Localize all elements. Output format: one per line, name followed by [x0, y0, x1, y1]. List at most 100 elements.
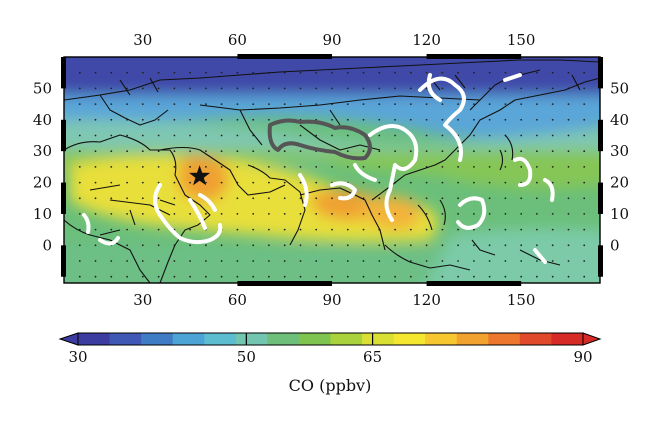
frame-bar: [61, 57, 66, 89]
grid-dot: [268, 197, 270, 200]
x-tick-label-top: 30: [133, 31, 152, 49]
x-tick-label-bottom: 120: [412, 291, 441, 309]
grid-dot: [409, 71, 412, 74]
grid-dot: [425, 103, 428, 105]
grid-dot: [94, 118, 97, 121]
grid-dot: [583, 166, 586, 168]
grid-dot: [157, 228, 160, 231]
grid-dot: [346, 150, 349, 153]
grid-dot: [488, 71, 491, 74]
grid-dot: [473, 260, 475, 262]
frame-bar: [598, 245, 603, 277]
grid-dot: [126, 260, 128, 262]
grid-dot: [441, 71, 444, 74]
colorbar-segment: [393, 333, 426, 345]
grid-dot: [173, 275, 176, 278]
grid-dot: [378, 181, 381, 184]
grid-dot: [567, 166, 570, 168]
grid-dot: [78, 87, 81, 90]
grid-dot: [78, 118, 81, 121]
x-tick-label-bottom: 30: [133, 291, 152, 309]
grid-dot: [362, 181, 365, 184]
x-tick-label-top: 120: [412, 31, 441, 49]
grid-dot: [394, 197, 396, 200]
grid-dot: [331, 228, 333, 231]
grid-dot: [504, 181, 507, 184]
grid-dot: [441, 181, 444, 184]
grid-dot: [536, 150, 538, 153]
grid-dot: [520, 134, 523, 137]
grid-dot: [504, 71, 507, 74]
grid-dot: [110, 275, 113, 278]
grid-dot: [331, 260, 333, 262]
grid-dot: [141, 134, 144, 137]
grid-dot: [362, 71, 365, 74]
grid-dot: [394, 118, 396, 121]
grid-dot: [110, 71, 113, 74]
grid-dot: [536, 87, 538, 90]
grid-dot: [220, 87, 223, 90]
y-tick-label-left: 10: [33, 205, 52, 223]
grid-dot: [425, 134, 428, 137]
grid-dot: [220, 166, 223, 168]
source-star-marker: [189, 165, 211, 186]
grid-dot: [457, 71, 459, 74]
grid-dot: [457, 244, 459, 247]
grid-dot: [473, 134, 475, 137]
grid-dot: [457, 228, 459, 231]
frame-bar: [426, 281, 522, 286]
grid-dot: [425, 244, 428, 247]
grid-dot: [378, 213, 381, 215]
grid-dot: [346, 260, 349, 262]
grid-dot: [315, 71, 318, 74]
grid-dot: [504, 244, 507, 247]
grid-dot: [157, 181, 160, 184]
grid-dot: [78, 244, 81, 247]
grid-dot: [488, 244, 491, 247]
grid-dot: [205, 103, 207, 105]
colorbar: 30 50 65 90 CO (ppbv): [58, 332, 602, 395]
grid-dot: [157, 260, 160, 262]
frame-bar: [61, 182, 66, 214]
grid-dot: [173, 166, 176, 168]
grid-dot: [299, 87, 302, 90]
grid-dot: [157, 150, 160, 153]
grid-dot: [78, 150, 81, 153]
grid-dot: [268, 118, 270, 121]
y-tick-label-right: 50: [610, 79, 629, 97]
grid-dot: [189, 118, 192, 121]
grid-dot: [409, 275, 412, 278]
frame-bar: [598, 182, 603, 214]
grid-dot: [409, 197, 412, 200]
grid-dot: [473, 213, 475, 215]
colorbar-tick-label: 65: [363, 348, 382, 366]
grid-dot: [457, 260, 459, 262]
grid-dot: [536, 228, 538, 231]
grid-dot: [409, 228, 412, 231]
grid-dot: [551, 103, 554, 105]
grid-dot: [331, 197, 333, 200]
grid-dot: [236, 260, 239, 262]
grid-dot: [189, 213, 192, 215]
x-tick-label-bottom: 90: [322, 291, 341, 309]
colorbar-segments: [78, 333, 584, 345]
grid-dot: [315, 134, 318, 137]
co-field: [64, 57, 600, 283]
grid-dot: [551, 71, 554, 74]
colorbar-segment: [362, 333, 395, 345]
grid-dot: [173, 197, 176, 200]
grid-dot: [520, 213, 523, 215]
grid-dot: [362, 87, 365, 90]
grid-dot: [205, 87, 207, 90]
grid-dot: [551, 150, 554, 153]
grid-dot: [504, 275, 507, 278]
grid-dot: [378, 71, 381, 74]
grid-dot: [252, 87, 255, 90]
colorbar-tick-label: 90: [573, 348, 592, 366]
grid-dot: [488, 213, 491, 215]
grid-dot: [520, 166, 523, 168]
grid-dot: [394, 228, 396, 231]
grid-dot: [378, 275, 381, 278]
grid-dot: [205, 166, 207, 168]
grid-dot: [488, 228, 491, 231]
